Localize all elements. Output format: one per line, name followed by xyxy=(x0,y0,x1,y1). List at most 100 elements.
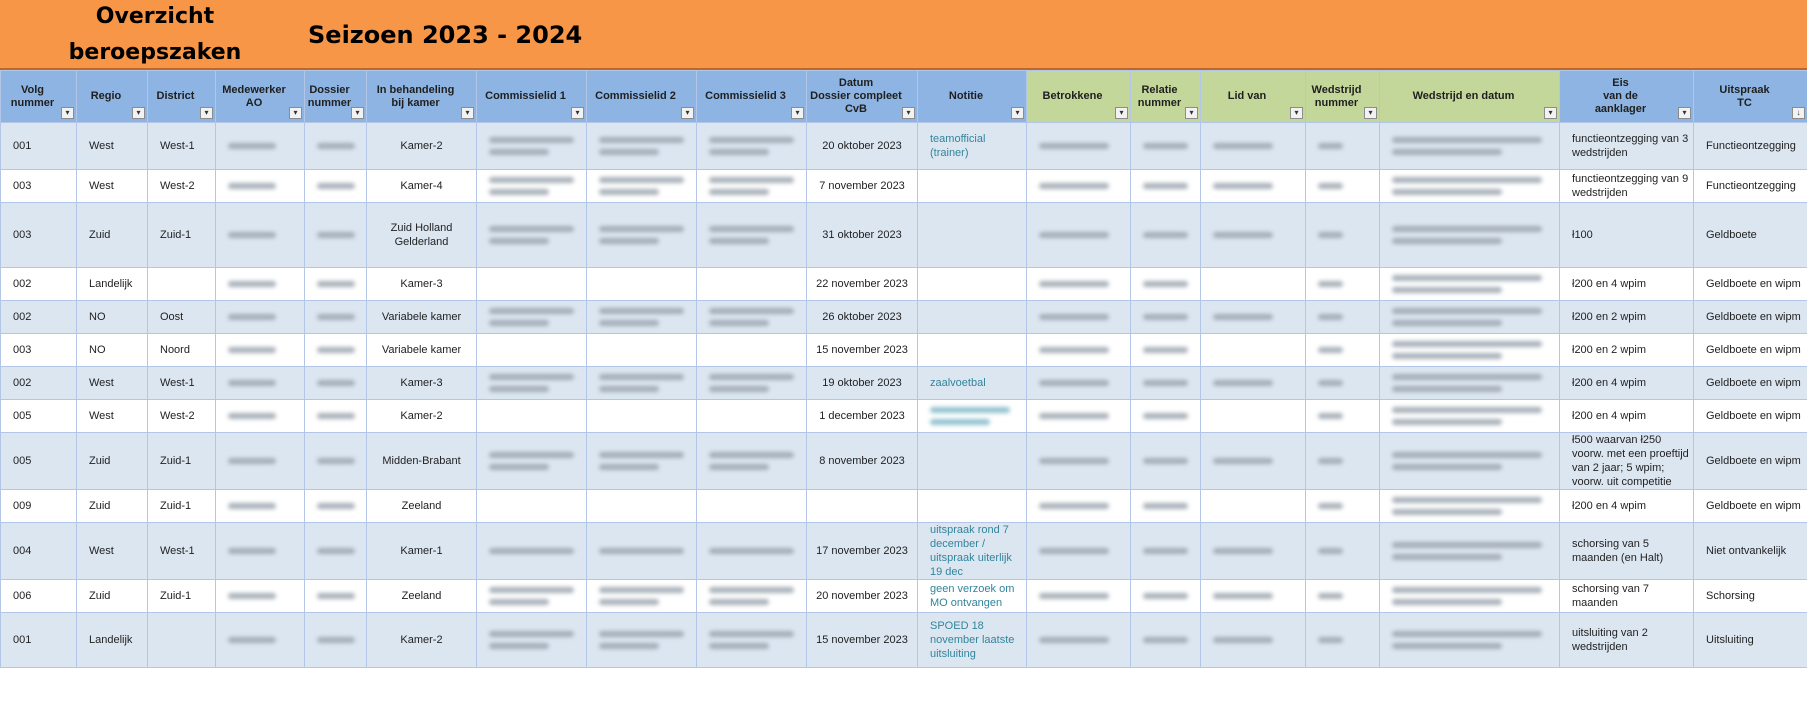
cell-regio[interactable]: Zuid xyxy=(76,579,148,613)
cell-regio[interactable]: West xyxy=(76,399,148,433)
cell-notitie[interactable]: geen verzoek om MO ontvangen xyxy=(917,579,1027,613)
cell-eis-aanklager[interactable]: ł200 en 2 wpim xyxy=(1559,300,1694,334)
cell-datum-dossier-compleet[interactable]: 1 december 2023 xyxy=(806,399,918,433)
cell-district[interactable]: Oost xyxy=(147,300,216,334)
cell-datum-dossier-compleet[interactable]: 7 november 2023 xyxy=(806,169,918,203)
cell-in-behandeling-bij-kamer[interactable]: Kamer-1 xyxy=(366,522,477,580)
cell-uitspraak-tc[interactable]: Uitsluiting xyxy=(1693,612,1807,668)
cell-regio[interactable]: West xyxy=(76,169,148,203)
filter-dropdown-icon[interactable]: ▾ xyxy=(1364,107,1377,119)
cell-regio[interactable]: Zuid xyxy=(76,202,148,268)
cell-eis-aanklager[interactable]: ł200 en 4 wpim xyxy=(1559,267,1694,301)
cell-datum-dossier-compleet[interactable]: 19 oktober 2023 xyxy=(806,366,918,400)
cell-uitspraak-tc[interactable]: Geldboete xyxy=(1693,202,1807,268)
cell-district[interactable]: Zuid-1 xyxy=(147,579,216,613)
cell-eis-aanklager[interactable]: schorsing van 7 maanden xyxy=(1559,579,1694,613)
cell-uitspraak-tc[interactable]: Geldboete en wipm xyxy=(1693,432,1807,490)
cell-in-behandeling-bij-kamer[interactable]: Zeeland xyxy=(366,579,477,613)
cell-regio[interactable]: West xyxy=(76,522,148,580)
cell-district[interactable]: Zuid-1 xyxy=(147,489,216,523)
cell-datum-dossier-compleet[interactable]: 20 oktober 2023 xyxy=(806,122,918,170)
cell-district[interactable]: Noord xyxy=(147,333,216,367)
cell-notitie[interactable]: zaalvoetbal xyxy=(917,366,1027,400)
cell-regio[interactable]: Landelijk xyxy=(76,612,148,668)
cell-district[interactable]: West-2 xyxy=(147,399,216,433)
cell-uitspraak-tc[interactable]: Geldboete en wipm xyxy=(1693,489,1807,523)
cell-datum-dossier-compleet[interactable]: 31 oktober 2023 xyxy=(806,202,918,268)
cell-volg-nummer[interactable]: 005 xyxy=(0,399,77,433)
cell-in-behandeling-bij-kamer[interactable]: Kamer-3 xyxy=(366,267,477,301)
cell-eis-aanklager[interactable]: schorsing van 5 maanden (en Halt) xyxy=(1559,522,1694,580)
filter-dropdown-icon[interactable]: ▾ xyxy=(571,107,584,119)
cell-notitie[interactable] xyxy=(917,300,1027,334)
cell-eis-aanklager[interactable]: ł200 en 4 wpim xyxy=(1559,366,1694,400)
cell-datum-dossier-compleet[interactable]: 26 oktober 2023 xyxy=(806,300,918,334)
cell-district[interactable]: West-1 xyxy=(147,122,216,170)
cell-regio[interactable]: Landelijk xyxy=(76,267,148,301)
cell-in-behandeling-bij-kamer[interactable]: Zeeland xyxy=(366,489,477,523)
cell-notitie[interactable] xyxy=(917,169,1027,203)
cell-volg-nummer[interactable]: 002 xyxy=(0,300,77,334)
cell-datum-dossier-compleet[interactable]: 20 november 2023 xyxy=(806,579,918,613)
filter-dropdown-icon[interactable]: ▾ xyxy=(351,107,364,119)
cell-uitspraak-tc[interactable]: Niet ontvankelijk xyxy=(1693,522,1807,580)
cell-in-behandeling-bij-kamer[interactable]: Kamer-2 xyxy=(366,122,477,170)
filter-dropdown-icon[interactable]: ▾ xyxy=(61,107,74,119)
cell-notitie[interactable]: uitspraak rond 7 december / uitspraak ui… xyxy=(917,522,1027,580)
cell-eis-aanklager[interactable]: uitsluiting van 2 wedstrijden xyxy=(1559,612,1694,668)
filter-dropdown-icon[interactable]: ▾ xyxy=(289,107,302,119)
cell-datum-dossier-compleet[interactable]: 17 november 2023 xyxy=(806,522,918,580)
cell-uitspraak-tc[interactable]: Geldboete en wipm xyxy=(1693,267,1807,301)
cell-regio[interactable]: Zuid xyxy=(76,489,148,523)
cell-district[interactable]: Zuid-1 xyxy=(147,432,216,490)
cell-in-behandeling-bij-kamer[interactable]: Midden-Brabant xyxy=(366,432,477,490)
cell-in-behandeling-bij-kamer[interactable]: Kamer-2 xyxy=(366,399,477,433)
cell-datum-dossier-compleet[interactable]: 15 november 2023 xyxy=(806,612,918,668)
cell-district[interactable]: West-2 xyxy=(147,169,216,203)
filter-dropdown-icon[interactable]: ▾ xyxy=(1115,107,1128,119)
filter-dropdown-icon[interactable]: ▾ xyxy=(1185,107,1198,119)
cell-regio[interactable]: West xyxy=(76,122,148,170)
filter-dropdown-icon[interactable]: ▾ xyxy=(461,107,474,119)
filter-dropdown-icon[interactable]: ▾ xyxy=(1290,107,1303,119)
cell-notitie[interactable] xyxy=(917,432,1027,490)
cell-notitie[interactable] xyxy=(917,267,1027,301)
cell-uitspraak-tc[interactable]: Schorsing xyxy=(1693,579,1807,613)
cell-volg-nummer[interactable]: 002 xyxy=(0,366,77,400)
filter-dropdown-icon[interactable]: ▾ xyxy=(1678,107,1691,119)
cell-in-behandeling-bij-kamer[interactable]: Variabele kamer xyxy=(366,300,477,334)
cell-volg-nummer[interactable]: 005 xyxy=(0,432,77,490)
cell-volg-nummer[interactable]: 001 xyxy=(0,612,77,668)
cell-notitie[interactable]: teamofficial (trainer) xyxy=(917,122,1027,170)
cell-volg-nummer[interactable]: 003 xyxy=(0,202,77,268)
cell-in-behandeling-bij-kamer[interactable]: Kamer-2 xyxy=(366,612,477,668)
cell-regio[interactable]: NO xyxy=(76,300,148,334)
cell-datum-dossier-compleet[interactable]: 8 november 2023 xyxy=(806,432,918,490)
cell-district[interactable]: West-1 xyxy=(147,366,216,400)
cell-district[interactable] xyxy=(147,612,216,668)
cell-datum-dossier-compleet[interactable] xyxy=(806,489,918,523)
sort-filter-icon[interactable]: ↓ xyxy=(1792,107,1805,119)
cell-eis-aanklager[interactable]: ł200 en 4 wpim xyxy=(1559,489,1694,523)
cell-volg-nummer[interactable]: 004 xyxy=(0,522,77,580)
cell-volg-nummer[interactable]: 003 xyxy=(0,169,77,203)
cell-volg-nummer[interactable]: 006 xyxy=(0,579,77,613)
cell-eis-aanklager[interactable]: functieontzegging van 3 wedstrijden xyxy=(1559,122,1694,170)
filter-dropdown-icon[interactable]: ▾ xyxy=(902,107,915,119)
filter-dropdown-icon[interactable]: ▾ xyxy=(132,107,145,119)
filter-dropdown-icon[interactable]: ▾ xyxy=(1011,107,1024,119)
cell-uitspraak-tc[interactable]: Geldboete en wipm xyxy=(1693,300,1807,334)
cell-uitspraak-tc[interactable]: Geldboete en wipm xyxy=(1693,366,1807,400)
cell-in-behandeling-bij-kamer[interactable]: Kamer-3 xyxy=(366,366,477,400)
cell-uitspraak-tc[interactable]: Geldboete en wipm xyxy=(1693,399,1807,433)
cell-volg-nummer[interactable]: 003 xyxy=(0,333,77,367)
cell-eis-aanklager[interactable]: functieontzegging van 9 wedstrijden xyxy=(1559,169,1694,203)
cell-regio[interactable]: Zuid xyxy=(76,432,148,490)
cell-notitie[interactable] xyxy=(917,202,1027,268)
cell-eis-aanklager[interactable]: ł200 en 2 wpim xyxy=(1559,333,1694,367)
cell-in-behandeling-bij-kamer[interactable]: Variabele kamer xyxy=(366,333,477,367)
filter-dropdown-icon[interactable]: ▾ xyxy=(1544,107,1557,119)
cell-regio[interactable]: NO xyxy=(76,333,148,367)
cell-district[interactable] xyxy=(147,267,216,301)
cell-uitspraak-tc[interactable]: Functieontzegging xyxy=(1693,122,1807,170)
